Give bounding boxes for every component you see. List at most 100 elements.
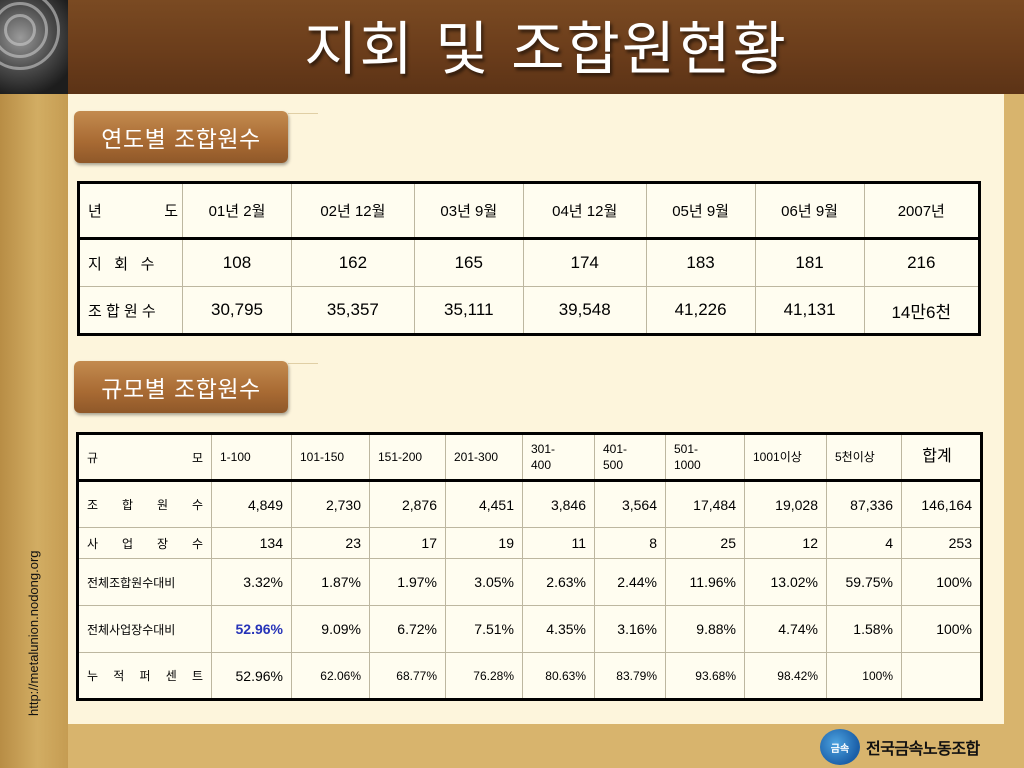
corner-photo [0, 0, 68, 94]
table-cell: 2.63% [522, 558, 595, 606]
row-label: 전체사업장수대비 [77, 605, 212, 653]
table-cell: 12 [744, 527, 827, 559]
column-header: 5천이상 [826, 433, 902, 482]
table-cell: 80.63% [522, 652, 595, 700]
union-logo-text: 전국금속노동조합 [866, 739, 980, 758]
row-label: 사 업 장 수 [77, 527, 212, 559]
column-header: 06년 9월 [754, 182, 865, 240]
union-logo: 금속 전국금속노동조합 [820, 728, 1000, 766]
table-cell: 98.42% [744, 652, 827, 700]
table-cell: 17 [369, 527, 446, 559]
table-cell: 4,849 [211, 480, 292, 528]
table-row: 사 업 장 수 134 23 17 19 11 8 25 12 4 253 [77, 527, 982, 559]
table-cell: 19 [445, 527, 523, 559]
table-cell: 62.06% [291, 652, 370, 700]
column-header: 1001이상 [744, 433, 827, 482]
table-cell: 3.32% [211, 558, 292, 606]
table-cell: 216 [863, 238, 981, 287]
row-label: 전체조합원수대비 [77, 558, 212, 606]
table-cell: 4.35% [522, 605, 595, 653]
table-cell: 14만6천 [863, 286, 981, 335]
union-logo-mark: 금속 [820, 729, 860, 765]
table-row: 누 적 퍼 센 트 52.96% 62.06% 68.77% 76.28% 80… [77, 652, 982, 700]
table-cell: 1.87% [291, 558, 370, 606]
table-cell: 68.77% [369, 652, 446, 700]
row-label: 지 회 수 [78, 238, 183, 287]
table-cell: 25 [665, 527, 745, 559]
column-header: 04년 12월 [522, 182, 647, 240]
table-cell [901, 652, 982, 700]
column-header: 501- 1000 [665, 433, 745, 482]
column-header: 201-300 [445, 433, 523, 482]
column-header: 1-100 [211, 433, 292, 482]
table-cell: 93.68% [665, 652, 745, 700]
table-cell: 146,164 [901, 480, 982, 528]
table-cell: 8 [594, 527, 666, 559]
table-cell: 19,028 [744, 480, 827, 528]
table-cell: 87,336 [826, 480, 902, 528]
table-cell: 41,226 [645, 286, 756, 335]
table-cell: 100% [826, 652, 902, 700]
table-cell: 17,484 [665, 480, 745, 528]
table-cell: 4,451 [445, 480, 523, 528]
table-row: 전체조합원수대비 3.32% 1.87% 1.97% 3.05% 2.63% 2… [77, 558, 982, 606]
left-strip [0, 0, 68, 768]
side-url: http://metalunion.nodong.org [26, 550, 41, 716]
header-label-size: 규 모 [77, 433, 212, 482]
table-cell: 4.74% [744, 605, 827, 653]
table-cell: 3,846 [522, 480, 595, 528]
table-cell: 59.75% [826, 558, 902, 606]
table-cell: 23 [291, 527, 370, 559]
table-cell: 6.72% [369, 605, 446, 653]
table-row: 전체사업장수대비 52.96% 9.09% 6.72% 7.51% 4.35% … [77, 605, 982, 653]
column-header: 02년 12월 [290, 182, 415, 240]
tab-divider-line [288, 113, 318, 114]
row-label: 누 적 퍼 센 트 [77, 652, 212, 700]
table-cell: 181 [754, 238, 865, 287]
column-header: 05년 9월 [645, 182, 756, 240]
table-row: 지 회 수 108 162 165 174 183 181 216 [78, 238, 981, 287]
row-label: 조 합 원 수 [77, 480, 212, 528]
table-cell: 9.09% [291, 605, 370, 653]
table-cell: 13.02% [744, 558, 827, 606]
table-cell: 3,564 [594, 480, 666, 528]
table-cell: 30,795 [182, 286, 292, 335]
table-cell: 9.88% [665, 605, 745, 653]
table-cell: 7.51% [445, 605, 523, 653]
section-tab-size: 규모별 조합원수 [74, 361, 288, 413]
column-header: 2007년 [863, 182, 981, 240]
table-cell: 3.16% [594, 605, 666, 653]
table-row: 조 합 원 수 4,849 2,730 2,876 4,451 3,846 3,… [77, 480, 982, 528]
table-cell: 35,357 [290, 286, 415, 335]
page-title: 지회 및 조합원현황 [304, 15, 788, 83]
table-cell: 100% [901, 605, 982, 653]
table-cell: 174 [522, 238, 647, 287]
table-cell: 1.58% [826, 605, 902, 653]
header-bar: 지회 및 조합원현황 [68, 0, 1024, 94]
table-cell: 11 [522, 527, 595, 559]
right-strip [1004, 94, 1024, 768]
table-cell-highlight: 52.96% [211, 605, 292, 653]
table-cell: 2,876 [369, 480, 446, 528]
table-cell: 134 [211, 527, 292, 559]
table-cell: 3.05% [445, 558, 523, 606]
column-header: 301- 400 [522, 433, 595, 482]
table-row: 조 합 원 수 30,795 35,357 35,111 39,548 41,2… [78, 286, 981, 335]
table-cell: 1.97% [369, 558, 446, 606]
column-header-total: 합계 [901, 433, 982, 482]
row-label: 조 합 원 수 [78, 286, 183, 335]
table-cell: 100% [901, 558, 982, 606]
table-cell: 162 [290, 238, 415, 287]
table-cell: 52.96% [211, 652, 292, 700]
table-cell: 39,548 [522, 286, 647, 335]
column-header: 101-150 [291, 433, 370, 482]
table-cell: 41,131 [754, 286, 865, 335]
table-cell: 76.28% [445, 652, 523, 700]
table-cell: 35,111 [413, 286, 524, 335]
table-cell: 253 [901, 527, 982, 559]
table-cell: 4 [826, 527, 902, 559]
table-cell: 183 [645, 238, 756, 287]
